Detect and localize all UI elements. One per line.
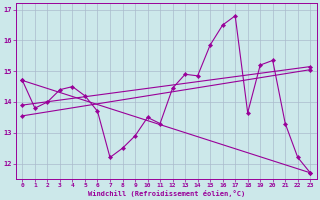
X-axis label: Windchill (Refroidissement éolien,°C): Windchill (Refroidissement éolien,°C) [88, 190, 245, 197]
